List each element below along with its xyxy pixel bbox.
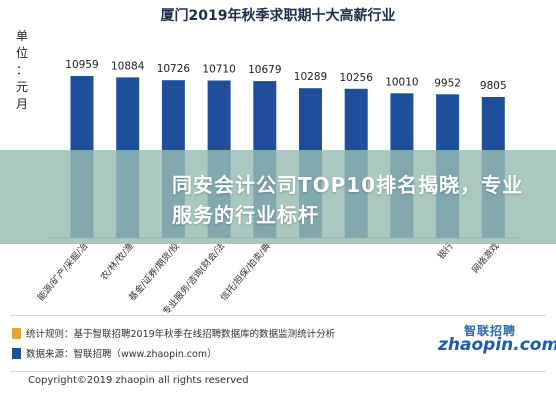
chart-title: 厦门2019年秋季求职期十大高薪行业 <box>160 8 396 24</box>
unit-char: ： <box>16 63 29 77</box>
data-source-note: 数据来源：智联招聘（www.zhaopin.com） <box>12 348 217 362</box>
unit-char: 单 <box>16 29 29 43</box>
category-tick-label: 网络游戏 <box>469 240 501 275</box>
logo-domain-text: zhaopin.com <box>438 335 556 355</box>
bar-value-label: 9952 <box>434 77 461 89</box>
bar-value-label: 10726 <box>157 63 191 75</box>
zhaopin-logo: 智联招聘 zhaopin.com <box>438 322 556 362</box>
copyright-divider <box>10 371 546 372</box>
category-tick-label: 农/林/牧/渔 <box>98 240 136 282</box>
statistics-rule-text: 统计规则：基于智联招聘2019年秋季在线招聘数据库的数据监测统计分析 <box>26 329 336 340</box>
bar-value-label: 10256 <box>339 72 373 84</box>
unit-char: 月 <box>16 97 29 111</box>
unit-char: 元 <box>16 80 29 94</box>
logo-chinese-text: 智联招聘 <box>464 324 517 338</box>
bar-value-label: 10010 <box>385 76 418 88</box>
y-axis-unit-label: 单 位 ： 元 月 <box>16 28 38 113</box>
bar-value-label: 10710 <box>202 64 235 76</box>
data-source-text: 数据来源：智联招聘（www.zhaopin.com） <box>26 349 217 360</box>
copyright-text: Copyright©2019 zhaopin all rights reserv… <box>28 375 249 386</box>
headline-overlay-text: 同安会计公司TOP10排名揭晓，专业服务的行业标杆 <box>172 173 524 227</box>
bar-value-label: 10959 <box>65 59 98 71</box>
footer-divider <box>10 315 546 316</box>
blue-square-icon <box>12 348 21 359</box>
bar-value-label: 10679 <box>248 64 281 76</box>
bar-value-label: 10884 <box>111 60 145 72</box>
statistics-rule-note: 统计规则：基于智联招聘2019年秋季在线招聘数据库的数据监测统计分析 <box>12 328 335 342</box>
category-tick-label: 能源/矿产/采掘/冶 <box>35 240 91 303</box>
headline-overlay-band <box>0 150 556 244</box>
bar-value-label: 10289 <box>294 71 327 83</box>
orange-square-icon <box>12 328 21 339</box>
unit-char: 位 <box>16 46 29 60</box>
bar-value-label: 9805 <box>480 80 507 92</box>
